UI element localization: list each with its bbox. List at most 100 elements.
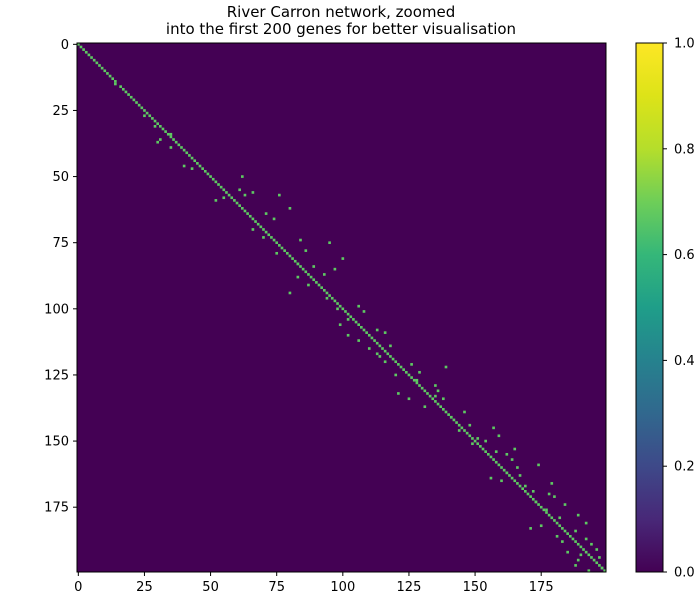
heatmap-cell: [172, 138, 175, 141]
heatmap-cell: [293, 259, 297, 263]
heatmap-cell: [394, 373, 398, 377]
y-axis: 0 25 50 75 100 125 150 175: [44, 38, 77, 516]
heatmap-cell: [531, 497, 535, 501]
heatmap-cell: [397, 392, 400, 395]
heatmap-cell: [291, 257, 294, 260]
heatmap-cell: [251, 217, 255, 221]
heatmap-cell: [307, 273, 310, 276]
heatmap-cell: [137, 103, 141, 107]
heatmap-cell: [190, 167, 194, 170]
heatmap-cells: [77, 43, 607, 573]
colorbar-tick-label: 1.0: [674, 37, 695, 52]
y-tick-label: 25: [52, 104, 69, 119]
heatmap-frame: [76, 42, 607, 573]
heatmap-cell: [576, 558, 580, 562]
x-tick-label: 75: [268, 580, 285, 595]
heatmap-cell: [434, 394, 437, 398]
heatmap-cell: [442, 397, 445, 401]
heatmap-cell: [423, 405, 427, 409]
heatmap-cell: [468, 423, 472, 427]
heatmap-cell: [463, 410, 466, 414]
heatmap-cell: [309, 275, 313, 279]
heatmap-cell: [389, 355, 392, 358]
heatmap-cell: [489, 455, 493, 459]
heatmap-cell: [278, 193, 281, 197]
heatmap-cell: [524, 484, 527, 488]
heatmap-cell: [513, 447, 517, 451]
heatmap-cell: [312, 265, 316, 268]
heatmap-cell: [574, 540, 577, 543]
heatmap-cell: [582, 548, 585, 551]
heatmap-cell: [561, 527, 564, 530]
heatmap-cell: [283, 249, 286, 252]
heatmap-cell: [584, 550, 588, 554]
heatmap-cell: [449, 415, 453, 419]
colorbar-tick-label: 0.2: [674, 460, 695, 475]
heatmap-cell: [322, 288, 326, 292]
heatmap-cell: [389, 344, 392, 348]
heatmap-cell: [135, 101, 138, 104]
heatmap-cell: [484, 439, 487, 443]
heatmap-cell: [537, 503, 540, 506]
heatmap-cell: [373, 339, 376, 342]
heatmap-cell: [151, 117, 154, 120]
heatmap-cell: [436, 389, 440, 393]
heatmap-cell: [479, 445, 482, 448]
heatmap-cell: [590, 542, 593, 546]
heatmap-cell: [121, 87, 125, 91]
heatmap-cell: [352, 318, 355, 321]
heatmap-cell: [288, 206, 292, 210]
heatmap-cell: [518, 474, 522, 477]
heatmap-cell: [79, 45, 83, 49]
heatmap-cell: [492, 458, 495, 461]
heatmap-cell: [129, 95, 133, 99]
heatmap-cell: [315, 281, 318, 284]
heatmap-cell: [378, 355, 382, 358]
heatmap-cell: [95, 61, 99, 65]
heatmap-cell: [346, 312, 350, 316]
heatmap-cell: [558, 524, 562, 528]
heatmap-cell: [169, 132, 173, 136]
heatmap-cell: [256, 222, 260, 226]
heatmap-cell: [240, 206, 244, 210]
x-tick-label: 125: [397, 580, 422, 595]
heatmap-cell: [304, 249, 308, 252]
heatmap-cell: [301, 267, 305, 271]
heatmap-cell: [82, 48, 85, 51]
heatmap-cell: [365, 331, 368, 334]
heatmap-cell: [254, 220, 257, 223]
heatmap-cell: [320, 286, 323, 289]
heatmap-cell: [386, 352, 390, 356]
colorbar-axis: 0.0 0.2 0.4 0.6 0.8 1.0: [663, 37, 695, 581]
heatmap-cell: [357, 339, 361, 342]
x-tick-label: 175: [529, 580, 554, 595]
heatmap-cell: [190, 156, 194, 160]
heatmap-cell: [169, 135, 173, 139]
heatmap-cell: [431, 397, 435, 401]
heatmap-cell: [235, 201, 239, 205]
heatmap-cell: [505, 471, 509, 475]
heatmap-cell: [524, 490, 527, 493]
heatmap-cell: [455, 421, 458, 424]
heatmap-cell: [508, 474, 511, 477]
heatmap-cell: [397, 363, 400, 366]
heatmap-cell: [579, 553, 583, 557]
heatmap-cell: [497, 434, 501, 438]
heatmap-cell: [553, 519, 556, 522]
heatmap-cell: [566, 532, 569, 535]
heatmap-cell: [360, 326, 363, 329]
heatmap-cell: [521, 487, 525, 491]
heatmap-cell: [516, 466, 519, 469]
heatmap-cell: [476, 442, 480, 446]
chart-title-line-1: River Carron network, zoomed: [227, 3, 456, 21]
heatmap-cell: [148, 114, 152, 118]
heatmap-cell: [143, 114, 146, 118]
heatmap-cell: [561, 540, 564, 543]
heatmap-cell: [251, 191, 255, 194]
heatmap-cell: [457, 423, 461, 427]
x-tick-label: 50: [202, 580, 219, 595]
heatmap-cell: [407, 373, 411, 377]
heatmap-cell: [119, 85, 122, 88]
heatmap-cell: [132, 98, 136, 102]
